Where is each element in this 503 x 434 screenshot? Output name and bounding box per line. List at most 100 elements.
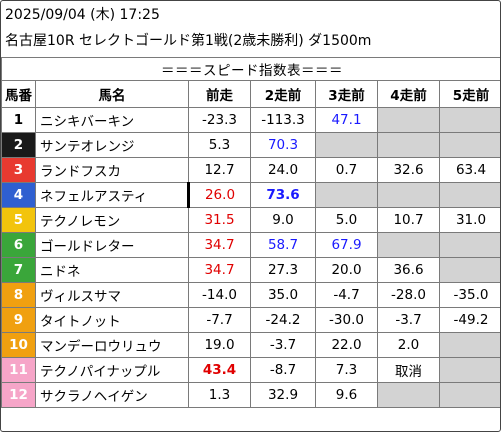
speed-index-cell [439,382,500,408]
horse-name: ゴールドレター [35,232,189,258]
column-header-4-races-ago: 4走前 [377,80,440,108]
table-row: 7 ニドネ 34.7 27.3 20.0 36.6 [1,257,500,283]
column-header-last-race: 前走 [188,80,251,108]
table-row: 8 ヴィルスサマ -14.0 35.0 -4.7 -28.0 -35.0 [1,282,500,308]
speed-index-cell: -23.3 [188,107,251,133]
column-header-5-races-ago: 5走前 [439,80,500,108]
table-row: 10 マンデーロウリュウ 19.0 -3.7 22.0 2.0 [1,332,500,358]
table-row: 3 ランドフスカ 12.7 24.0 0.7 32.6 63.4 [1,157,500,183]
table-row: 12 サクラノヘイゲン 1.3 32.9 9.6 [1,382,500,408]
horse-number: 6 [1,232,36,258]
speed-index-cell: 5.0 [315,207,378,233]
speed-index-cell [315,182,378,208]
speed-index-cell: 32.9 [250,382,316,408]
horse-name: テクノレモン [35,207,189,233]
speed-index-cell: -8.7 [250,357,316,383]
speed-index-cell: -7.7 [188,307,251,333]
horse-name: ニシキバーキン [35,107,189,133]
speed-index-cell: 67.9 [315,232,378,258]
speed-index-cell [377,182,440,208]
speed-index-cell: 12.7 [188,157,251,183]
speed-index-cell: 31.5 [188,207,251,233]
speed-index-cell: -28.0 [377,282,440,308]
speed-index-cell: 22.0 [315,332,378,358]
speed-index-cell: 1.3 [188,382,251,408]
horse-number: 11 [1,357,36,383]
column-header-number: 馬番 [1,80,36,108]
speed-index-cell: 9.6 [315,382,378,408]
horse-name: ランドフスカ [35,157,189,183]
speed-index-cell: -14.0 [188,282,251,308]
table-title-row: ＝＝＝スピード指数表＝＝＝ [1,57,500,81]
table-row: 1 ニシキバーキン -23.3 -113.3 47.1 [1,107,500,133]
horse-name: タイトノット [35,307,189,333]
speed-index-cell: 26.0 [187,182,251,208]
date-time: 2025/09/04 (木) 17:25 [5,7,160,23]
speed-index-cell [439,332,500,358]
speed-index-cell [315,132,378,158]
horse-number: 5 [1,207,36,233]
horse-name: サクラノヘイゲン [35,382,189,408]
speed-index-cell [377,107,440,133]
column-header-row: 馬番 馬名 前走 2走前 3走前 4走前 5走前 [1,80,500,108]
horse-name: サンテオレンジ [35,132,189,158]
column-header-2-races-ago: 2走前 [250,80,316,108]
speed-index-cell: 34.7 [188,257,251,283]
table-row: 6 ゴールドレター 34.7 58.7 67.9 [1,232,500,258]
speed-index-cell: 取消 [377,357,440,383]
speed-index-cell: -30.0 [315,307,378,333]
speed-index-cell: -3.7 [377,307,440,333]
table-row: 4 ネフェルアスティ 26.0 73.6 [1,182,500,208]
speed-index-cell: 27.3 [250,257,316,283]
speed-index-cell [377,382,440,408]
race-title: 名古屋10R セレクトゴールド第1戦(2歳未勝利) ダ1500m [5,33,372,49]
speed-index-cell: 9.0 [250,207,316,233]
speed-index-cell [439,257,500,283]
speed-index-cell: -4.7 [315,282,378,308]
horse-number: 1 [1,107,36,133]
speed-index-cell [439,357,500,383]
speed-index-cell: 73.6 [250,182,316,208]
speed-index-cell [439,132,500,158]
horse-number: 4 [1,182,36,208]
speed-index-cell: 34.7 [188,232,251,258]
speed-index-cell: 24.0 [250,157,316,183]
speed-index-cell: 58.7 [250,232,316,258]
horse-name: テクノパイナップル [35,357,189,383]
column-header-3-races-ago: 3走前 [315,80,378,108]
horse-name: ネフェルアスティ [35,182,189,208]
speed-index-cell: 7.3 [315,357,378,383]
horse-name: マンデーロウリュウ [35,332,189,358]
speed-index-cell: -35.0 [439,282,500,308]
speed-index-cell: 5.3 [188,132,251,158]
horse-number: 2 [1,132,36,158]
speed-index-cell: 70.3 [250,132,316,158]
speed-index-cell: 36.6 [377,257,440,283]
speed-index-cell: 20.0 [315,257,378,283]
table-row: 9 タイトノット -7.7 -24.2 -30.0 -3.7 -49.2 [1,307,500,333]
speed-index-cell: 47.1 [315,107,378,133]
speed-index-cell: -49.2 [439,307,500,333]
speed-index-cell [377,232,440,258]
speed-index-cell: 0.7 [315,157,378,183]
horse-name: ヴィルスサマ [35,282,189,308]
horse-name: ニドネ [35,257,189,283]
table-row: 5 テクノレモン 31.5 9.0 5.0 10.7 31.0 [1,207,500,233]
table-row: 11 テクノパイナップル 43.4 -8.7 7.3 取消 [1,357,500,383]
speed-index-cell: 31.0 [439,207,500,233]
speed-index-cell [439,232,500,258]
speed-index-cell [377,132,440,158]
horse-number: 9 [1,307,36,333]
table-title: ＝＝＝スピード指数表＝＝＝ [1,57,500,81]
speed-index-table: ＝＝＝スピード指数表＝＝＝ 馬番 馬名 前走 2走前 3走前 4走前 5走前 1… [1,57,500,408]
speed-index-cell: 32.6 [377,157,440,183]
table-row: 2 サンテオレンジ 5.3 70.3 [1,132,500,158]
speed-index-cell: -3.7 [250,332,316,358]
speed-index-cell: 2.0 [377,332,440,358]
horse-number: 8 [1,282,36,308]
speed-index-cell: 19.0 [188,332,251,358]
column-header-horse-name: 馬名 [35,80,189,108]
speed-index-cell: 63.4 [439,157,500,183]
speed-index-cell: 35.0 [250,282,316,308]
